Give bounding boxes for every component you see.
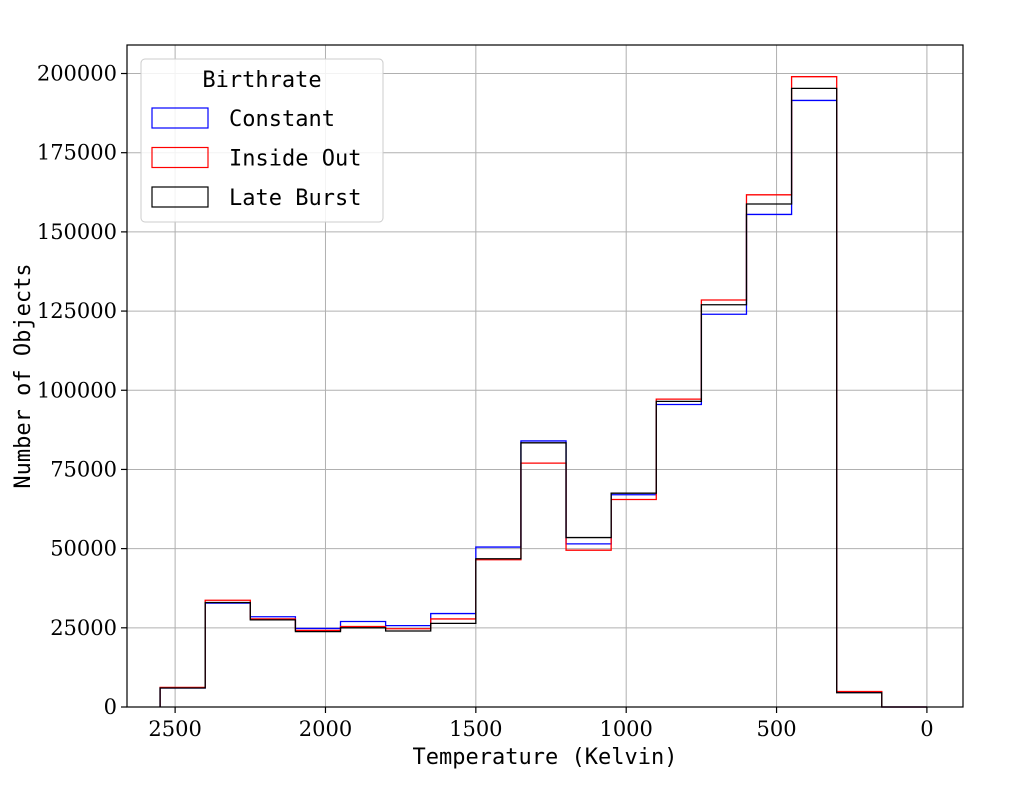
y-tick-label: 0	[104, 695, 117, 719]
y-tick-label: 100000	[37, 378, 117, 402]
x-tick-label: 1500	[449, 717, 502, 741]
x-tick-label: 2000	[299, 717, 352, 741]
legend-label: Constant	[229, 107, 335, 132]
y-tick-label: 25000	[50, 616, 117, 640]
y-tick-label: 125000	[37, 299, 117, 323]
legend-swatch	[151, 186, 209, 208]
y-tick-label: 50000	[50, 537, 117, 561]
y-axis-label: Number of Objects	[11, 263, 36, 488]
legend-swatch	[151, 146, 209, 169]
y-tick-label: 75000	[50, 457, 117, 481]
x-tick-label: 2500	[148, 717, 201, 741]
legend-box	[140, 58, 384, 223]
legend-label: Inside Out	[229, 147, 361, 172]
legend-swatch	[151, 107, 209, 129]
plot-frame	[126, 44, 964, 708]
grid-lines	[127, 45, 963, 708]
y-tick-label: 200000	[37, 62, 117, 86]
legend-entries: Constant Inside Out Late Burst	[151, 107, 361, 211]
y-tick-label: 175000	[37, 141, 117, 165]
legend-label: Late Burst	[229, 186, 361, 211]
legend-title: Birthrate	[202, 68, 321, 93]
x-tick-label: 1000	[599, 717, 652, 741]
x-axis-label: Temperature (Kelvin)	[413, 745, 678, 770]
series-group	[159, 76, 927, 708]
y-tick-label: 150000	[37, 220, 117, 244]
axis-ticks: 2500 2000 1500 1000 500 002500050000750001000…	[37, 62, 934, 741]
x-tick-label: 0	[920, 717, 933, 741]
x-tick-label: 500	[757, 717, 797, 741]
series-late-burst	[159, 87, 927, 708]
legend: Birthrate Constant Inside Out Late Burst	[140, 58, 384, 223]
